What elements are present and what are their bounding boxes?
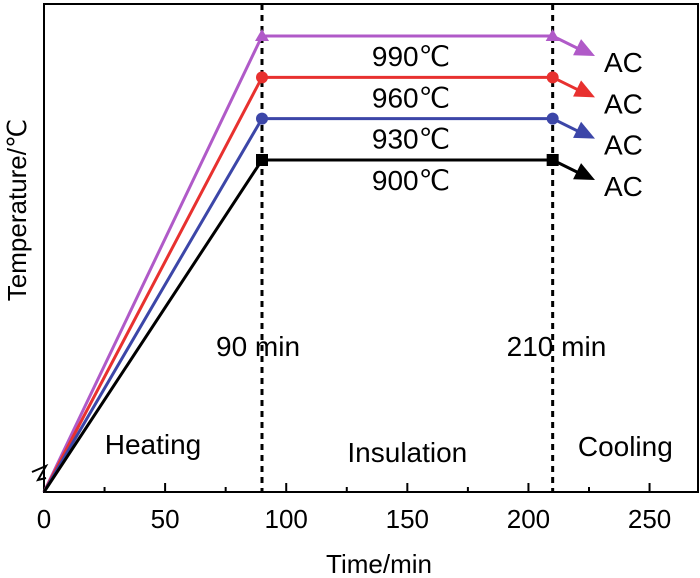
series-line — [42, 34, 582, 493]
series-900: 900℃ AC — [42, 154, 643, 493]
cooling-label: AC — [604, 171, 643, 202]
x-tick-label: 100 — [265, 504, 308, 534]
temperature-label: 930℃ — [372, 124, 450, 155]
axes: 0 50 100 150 200 250 Time/min Temperature/℃ — [2, 3, 699, 578]
data-point — [255, 29, 269, 41]
data-point — [546, 112, 559, 125]
cooling-label: AC — [604, 130, 643, 161]
temperature-label: 990℃ — [372, 41, 450, 72]
data-point — [256, 71, 268, 84]
data-point — [545, 29, 560, 41]
temperature-label: 900℃ — [372, 165, 450, 196]
x-axis-title: Time/min — [326, 549, 432, 578]
series-930: 930℃ AC — [42, 112, 643, 493]
labels-group: Heating Insulation Cooling — [105, 429, 673, 468]
x-tick-label: 250 — [628, 504, 671, 534]
series-line — [42, 75, 582, 493]
arrow-head — [573, 121, 595, 139]
data-point — [256, 112, 268, 125]
arrow-head — [573, 39, 595, 56]
series-group: 990℃ AC 960℃ AC 930℃ AC 900℃ AC — [42, 29, 643, 493]
y-axis-title: Temperature/℃ — [2, 119, 32, 301]
data-point — [256, 154, 268, 166]
x-tick-label: 150 — [386, 504, 429, 534]
series-990: 990℃ AC — [42, 29, 643, 493]
data-point — [546, 71, 559, 84]
x-tick-label: 0 — [37, 504, 51, 534]
time-marker-label: 90 min — [216, 331, 300, 362]
cooling-label: AC — [604, 47, 643, 78]
arrow-head — [573, 80, 595, 98]
reference-lines: 90 min 210 min — [216, 4, 606, 492]
data-point — [546, 154, 559, 166]
cooling-label: AC — [604, 88, 643, 119]
stage-label: Insulation — [347, 437, 467, 468]
axis-break-marker — [31, 463, 49, 482]
x-tick-label: 200 — [507, 504, 550, 534]
series-line — [42, 117, 582, 493]
series-line — [42, 158, 582, 493]
plot-frame — [43, 3, 699, 493]
stage-label: Cooling — [578, 431, 673, 462]
temperature-label: 960℃ — [372, 82, 450, 113]
stage-label: Heating — [105, 429, 202, 460]
x-tick-label: 50 — [151, 504, 180, 534]
series-960: 960℃ AC — [42, 71, 643, 493]
time-marker-label: 210 min — [507, 331, 607, 362]
arrow-head — [573, 163, 595, 180]
